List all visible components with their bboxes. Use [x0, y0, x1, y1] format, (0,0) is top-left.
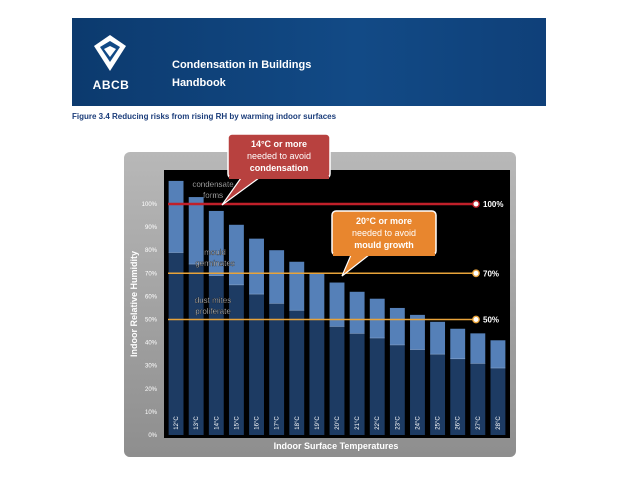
reference-marker: [472, 269, 480, 278]
bar-upper: [168, 180, 184, 253]
x-tick-label: 23°C: [395, 416, 401, 430]
bar-lower: [470, 363, 486, 435]
header-banner: ABCB Condensation in Buildings Handbook: [72, 18, 546, 106]
bar-upper: [369, 298, 385, 338]
x-tick-label: 14°C: [214, 416, 220, 430]
x-tick-label: 17°C: [275, 416, 281, 430]
y-tick-label: 40%: [145, 341, 158, 347]
x-tick-label: 15°C: [234, 416, 240, 430]
bar-lower: [188, 264, 204, 435]
x-tick-label: 28°C: [496, 416, 502, 430]
bar-lower: [450, 358, 466, 435]
x-tick-label: 16°C: [255, 416, 261, 430]
y-tick-label: 10%: [145, 410, 158, 416]
x-tick-label: 20°C: [335, 416, 341, 430]
bar-upper: [269, 250, 285, 304]
bar-lower: [349, 333, 365, 435]
bar-lower: [289, 310, 305, 435]
bar-upper: [188, 197, 204, 265]
bar-lower: [269, 303, 285, 435]
bar-lower: [168, 252, 184, 435]
abcb-logo-icon: [94, 35, 126, 71]
bar-lower: [410, 349, 425, 435]
reference-line-label: 100%: [483, 200, 503, 209]
annotation-condensate-forms: forms: [203, 191, 223, 200]
bar-lower: [369, 337, 385, 435]
x-tick-label: 19°C: [315, 416, 321, 430]
y-tick-label: 80%: [145, 248, 158, 254]
reference-marker: [472, 200, 480, 208]
x-tick-label: 22°C: [375, 416, 381, 430]
bar-lower: [228, 284, 244, 435]
bar-lower: [208, 275, 224, 435]
y-axis-label: Indoor Relative Humidity: [129, 251, 139, 357]
callout-mould-text: 20°C or more: [356, 216, 412, 226]
x-tick-label: 26°C: [456, 416, 462, 430]
callout-mould-text: needed to avoid: [352, 228, 416, 238]
x-tick-label: 13°C: [194, 416, 200, 430]
bar-upper: [490, 340, 506, 369]
annotation-dust-mites: dust mites: [195, 296, 231, 305]
bar-upper: [450, 328, 466, 359]
annotation-mould-germinates: mould: [204, 248, 226, 257]
bar-upper: [470, 333, 486, 364]
bar-upper: [349, 291, 365, 334]
bar-lower: [389, 344, 405, 435]
annotation-mould-germinates: germinates: [195, 259, 235, 268]
x-tick-label: 24°C: [415, 416, 421, 430]
callout-mould-text: mould growth: [354, 240, 414, 250]
y-tick-label: 60%: [145, 294, 158, 300]
bar-upper: [208, 210, 224, 276]
bar-lower: [329, 326, 345, 435]
bar-upper: [389, 307, 405, 345]
x-tick-label: 12°C: [174, 416, 180, 430]
document-title: Condensation in Buildings: [172, 59, 312, 71]
y-tick-label: 30%: [145, 364, 158, 370]
y-tick-label: 100%: [142, 202, 158, 208]
bar-lower: [490, 368, 506, 435]
bar-upper: [228, 224, 244, 285]
bar-upper: [410, 314, 425, 350]
bar-upper: [329, 282, 345, 327]
document-subtitle: Handbook: [172, 77, 226, 89]
reference-line-label: 70%: [483, 269, 499, 278]
x-tick-label: 18°C: [295, 416, 301, 430]
figure-caption: Figure 3.4 Reducing risks from rising RH…: [72, 112, 337, 121]
bar-lower: [249, 294, 264, 435]
bar-upper: [309, 273, 325, 320]
bar-upper: [249, 238, 264, 295]
x-tick-label: 21°C: [355, 416, 361, 430]
reference-marker: [472, 315, 480, 324]
bar-upper: [289, 261, 305, 311]
x-axis-label: Indoor Surface Temperatures: [274, 441, 399, 451]
annotation-condensate-forms: condensate: [192, 180, 234, 189]
reference-line-label: 50%: [483, 316, 499, 325]
y-tick-label: 70%: [145, 271, 158, 277]
y-tick-label: 90%: [145, 225, 158, 231]
bar-lower: [309, 319, 325, 435]
logo-text: ABCB: [92, 78, 130, 92]
callout-condensation-text: 14°C or more: [251, 139, 307, 149]
annotation-dust-mites: proliferate: [195, 307, 231, 316]
callout-condensation-text: condensation: [250, 163, 309, 173]
x-tick-label: 27°C: [476, 416, 482, 430]
x-tick-label: 25°C: [436, 416, 442, 430]
bar-upper: [430, 321, 446, 355]
bar-lower: [430, 354, 446, 435]
callout-condensation-text: needed to avoid: [247, 151, 311, 161]
y-tick-label: 50%: [145, 318, 158, 324]
y-tick-label: 20%: [145, 387, 158, 393]
y-tick-label: 0%: [148, 433, 157, 439]
